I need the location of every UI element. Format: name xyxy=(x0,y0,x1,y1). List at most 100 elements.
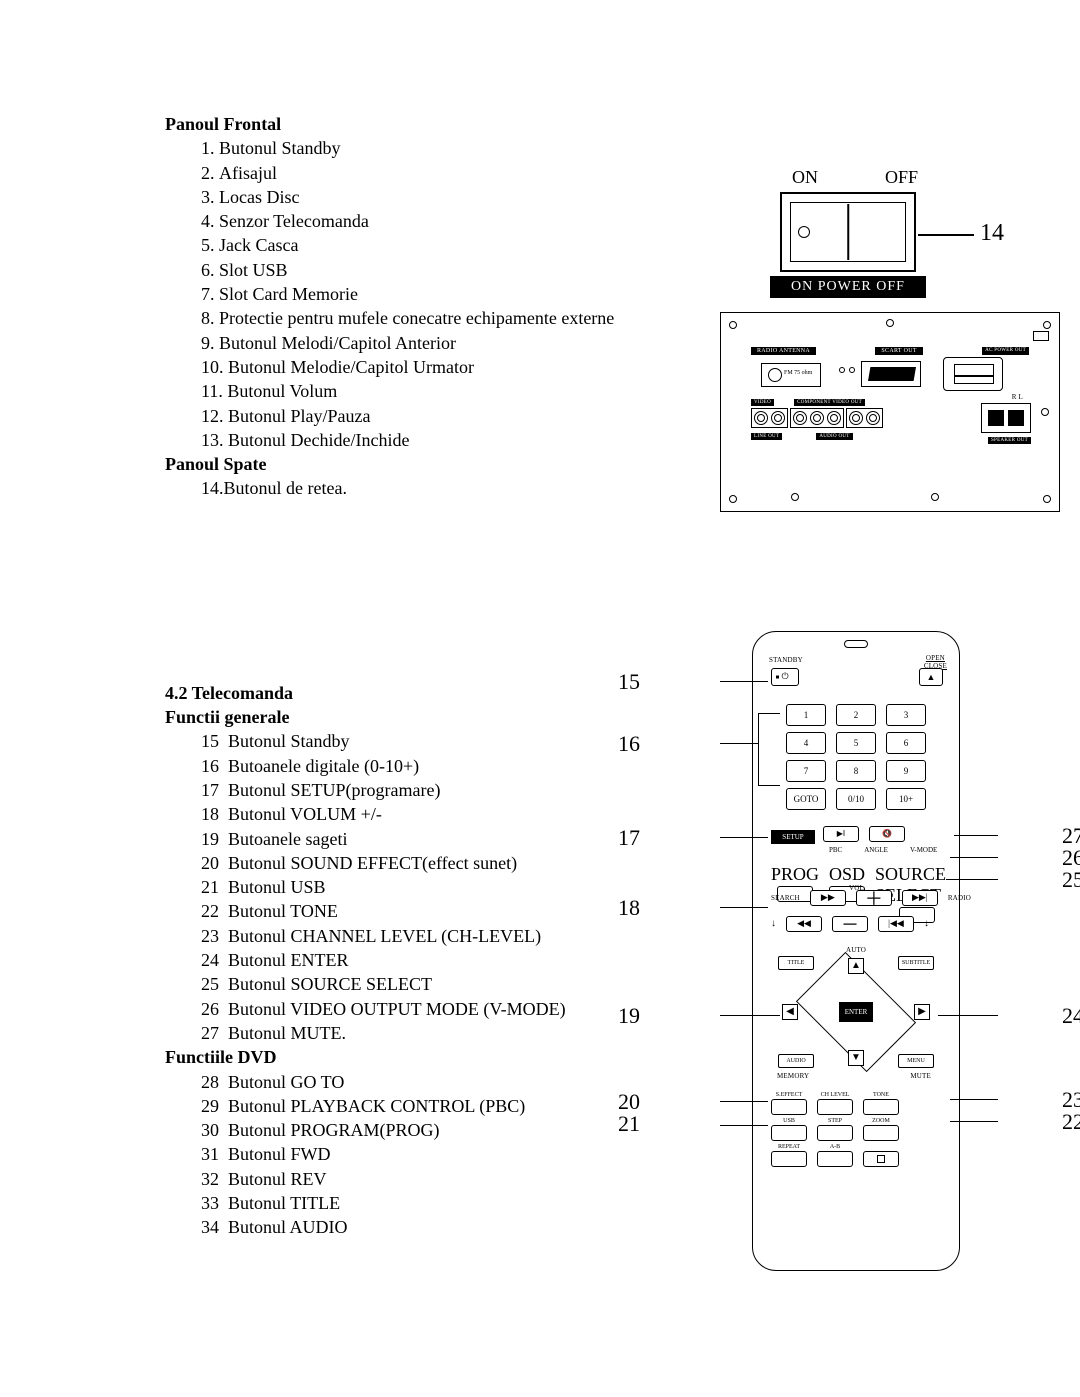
back-panel-bottom-labels: LINE OUT AUDIO OUT xyxy=(751,433,853,440)
list-item: Afisajul xyxy=(201,161,685,185)
list-item: Senzor Telecomanda xyxy=(201,209,685,233)
standby-label: STANDBY xyxy=(769,656,803,664)
list-item: 29 Butonul PLAYBACK CONTROL (PBC) xyxy=(201,1094,665,1118)
power-dot-icon xyxy=(798,226,810,238)
chlevel-button-icon xyxy=(817,1099,853,1115)
list-item: 19 Butoanele sageti xyxy=(201,827,665,851)
chip-line: LINE OUT xyxy=(751,433,782,440)
back-panel-title: Panoul Spate xyxy=(165,452,685,476)
title-corner-button: TITLE xyxy=(778,956,814,970)
remote-body: STANDBY OPEN CLOSE ⏻ ▲ 1 2 3 4 5 6 7 8 9… xyxy=(752,631,960,1271)
power-on-label: ON xyxy=(792,167,818,188)
bottom-row-2: USB STEP ZOOM xyxy=(771,1118,899,1141)
list-item: 23 Butonul CHANNEL LEVEL (CH-LEVEL) xyxy=(201,924,665,948)
screw-icon xyxy=(886,319,894,327)
auto-label: AUTO xyxy=(846,946,866,954)
subtitle-corner-button: SUBTITLE xyxy=(898,956,934,970)
callout-15: 15 xyxy=(618,669,640,695)
remote-figure: STANDBY OPEN CLOSE ⏻ ▲ 1 2 3 4 5 6 7 8 9… xyxy=(680,631,1030,1281)
list-item: 25 Butonul SOURCE SELECT xyxy=(201,972,665,996)
stop-button-icon xyxy=(863,1151,899,1167)
vol-plus-button-icon: ＋ xyxy=(856,890,892,906)
power-on-off-labels: ON OFF xyxy=(770,167,1030,192)
callout-21: 21 xyxy=(618,1111,640,1137)
ac-switch-icon xyxy=(1033,331,1049,341)
leader-16-bracket-t xyxy=(758,713,780,714)
list-item: Locas Disc xyxy=(201,185,685,209)
leader-line-14 xyxy=(918,234,974,236)
step-button-icon xyxy=(817,1125,853,1141)
list-item: 33 Butonul TITLE xyxy=(201,1191,665,1215)
leader-25 xyxy=(946,879,998,880)
leader-17 xyxy=(720,837,768,838)
leader-22 xyxy=(950,1121,998,1122)
enter-button-icon: ENTER xyxy=(839,1002,873,1022)
leader-16 xyxy=(720,743,758,744)
back-panel-mini-labels: VIDEO COMPONENT VIDEO OUT xyxy=(751,399,865,406)
digit-button: 7 xyxy=(786,760,826,782)
callout-22: 22 xyxy=(1062,1109,1080,1135)
radio-label: RADIO xyxy=(948,894,971,902)
tone-button-icon xyxy=(863,1099,899,1115)
remote-dvd-list: 28 Butonul GO TO 29 Butonul PLAYBACK CON… xyxy=(201,1070,665,1240)
digit-button: 2 xyxy=(836,704,876,726)
row-vol-minus: ↓ ◀◀ － |◀◀ ↓ xyxy=(771,916,929,932)
list-item: 16 Butoanele digitale (0-10+) xyxy=(201,754,665,778)
leader-16-bracket-v xyxy=(758,713,759,785)
chip-video: VIDEO xyxy=(751,399,774,406)
prev-button-icon: |◀◀ xyxy=(878,916,914,932)
chip-scart-out: SCART OUT xyxy=(875,347,922,355)
sublabels-pbc-angle-vmode: PBC ANGLE V-MODE xyxy=(829,846,937,854)
front-panel-list: Butonul Standby Afisajul Locas Disc Senz… xyxy=(201,136,685,452)
digit-button: 1 xyxy=(786,704,826,726)
remote-dvd-title: Functiile DVD xyxy=(165,1045,665,1069)
repeat-button-icon xyxy=(771,1151,807,1167)
leader-18 xyxy=(720,907,768,908)
vmode-label: V-MODE xyxy=(910,846,937,854)
digit-button: 9 xyxy=(886,760,926,782)
screw-icon xyxy=(729,321,737,329)
list-item: 34 Butonul AUDIO xyxy=(201,1215,665,1239)
chip-audio: AUDIO OUT xyxy=(816,433,852,440)
fwd-button-icon: ▶▶ xyxy=(810,890,846,906)
callout-16: 16 xyxy=(618,731,640,757)
list-item: 28 Butonul GO TO xyxy=(201,1070,665,1094)
front-panel-text: Panoul Frontal Butonul Standby Afisajul … xyxy=(165,112,685,501)
callout-17: 17 xyxy=(618,825,640,851)
arrow-up-icon: ▲ xyxy=(848,958,864,974)
list-item: 27 Butonul MUTE. xyxy=(201,1021,665,1045)
openclose-button-icon: ▲ xyxy=(919,668,943,686)
list-item: Slot Card Memorie xyxy=(201,282,685,306)
list-item: 22 Butonul TONE xyxy=(201,899,665,923)
ten-plus-button: 10+ xyxy=(886,788,926,810)
front-back-panel-section: Panoul Frontal Butonul Standby Afisajul … xyxy=(165,112,1020,501)
list-item: 26 Butonul VIDEO OUTPUT MODE (V-MODE) xyxy=(201,997,665,1021)
list-item: 31 Butonul FWD xyxy=(201,1142,665,1166)
list-item: Slot USB xyxy=(201,258,685,282)
leader-20 xyxy=(720,1101,768,1102)
list-item: 24 Butonul ENTER xyxy=(201,948,665,972)
callout-19: 19 xyxy=(618,1003,640,1029)
callout-24: 24 xyxy=(1062,1003,1080,1029)
ab-button-icon xyxy=(817,1151,853,1167)
list-item: Butonul Play/Pauza xyxy=(201,404,685,428)
zoom-button-icon xyxy=(863,1125,899,1141)
screw-icon xyxy=(931,493,939,501)
list-item: 30 Butonul PROGRAM(PROG) xyxy=(201,1118,665,1142)
zero-ten-button: 0/10 xyxy=(836,788,876,810)
standby-button-icon: ⏻ xyxy=(771,668,799,686)
leader-21 xyxy=(720,1125,768,1126)
remote-section: 4.2 Telecomanda Functii generale 15 Buto… xyxy=(165,681,1020,1240)
arrow-left-icon: ◀ xyxy=(782,1004,798,1020)
leader-15 xyxy=(720,681,768,682)
front-panel-title: Panoul Frontal xyxy=(165,112,685,136)
dpad: AUTO TITLE SUBTITLE AUDIO MENU ▲ ▼ ◀ ▶ E… xyxy=(786,962,926,1062)
bottom-row-1: S.EFFECT CH LEVEL TONE xyxy=(771,1092,899,1115)
pbc-label: PBC xyxy=(829,846,842,854)
recess-panel-icon xyxy=(943,357,1003,391)
bottom-row-3: REPEAT A-B xyxy=(771,1144,899,1167)
number-pad: 1 2 3 4 5 6 7 8 9 GOTO 0/10 10+ xyxy=(786,704,926,810)
remote-section-title: 4.2 Telecomanda xyxy=(165,681,665,705)
power-box: 14 xyxy=(780,192,916,272)
callout-25: 25 xyxy=(1062,867,1080,893)
